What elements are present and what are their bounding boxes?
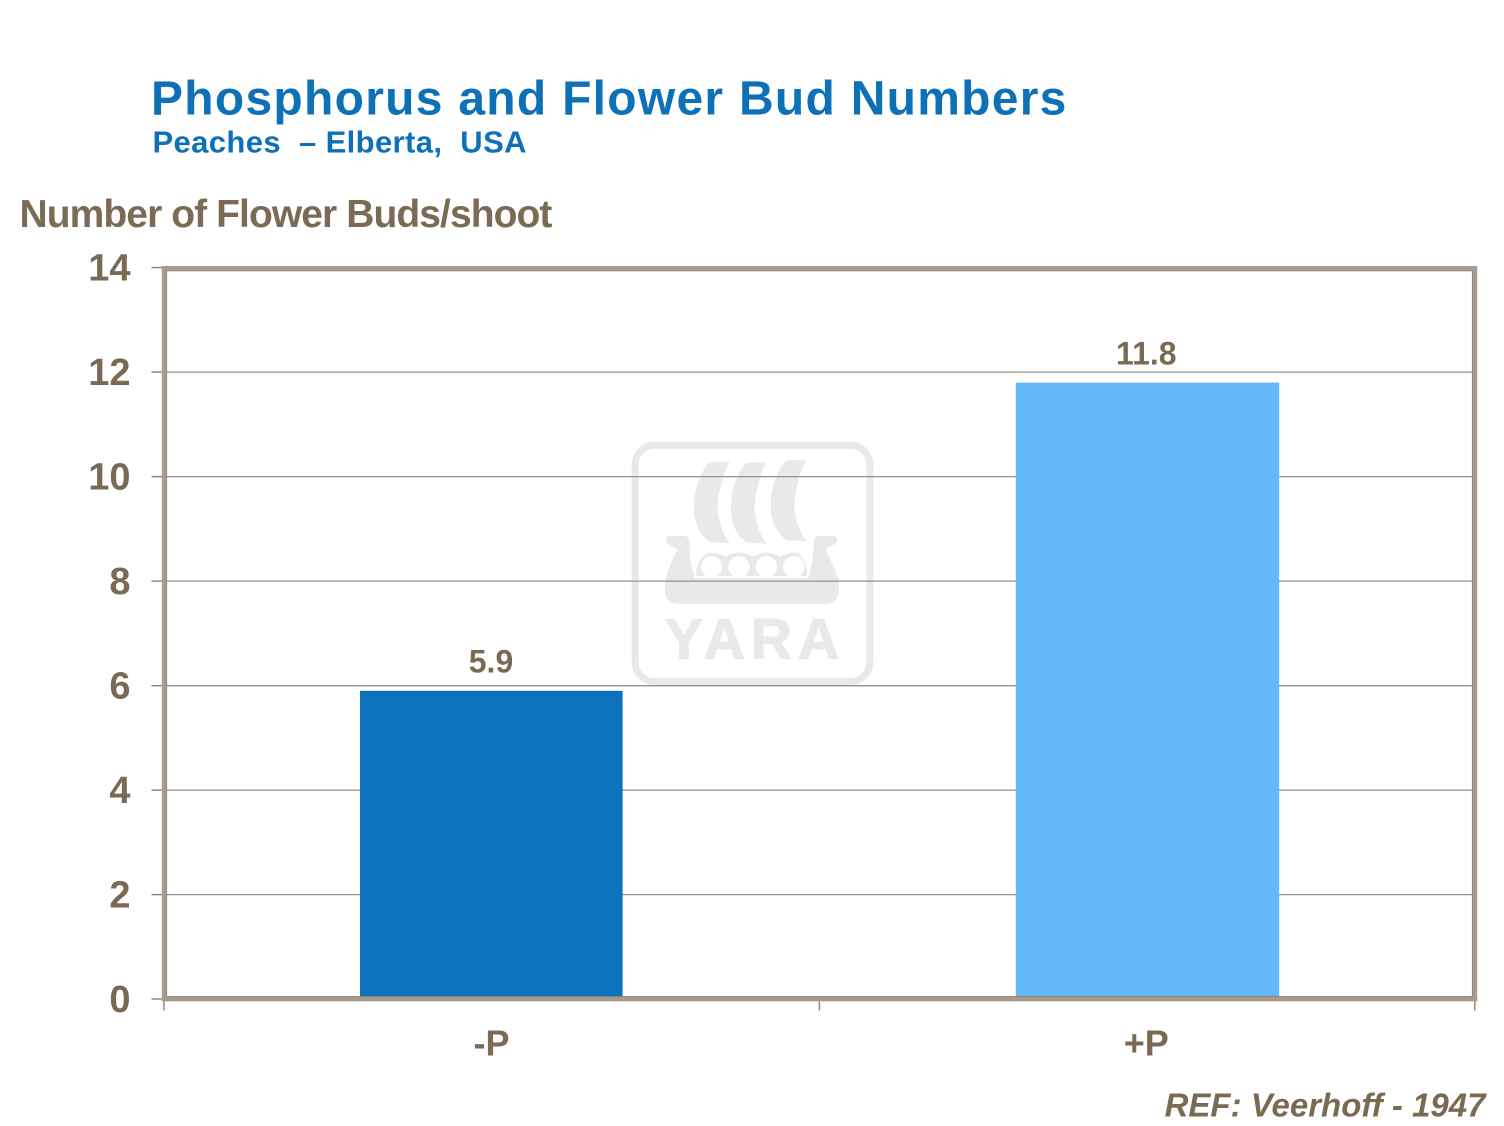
svg-text:Phosphorus and Flower Bud Numb: Phosphorus and Flower Bud Numbers: [151, 72, 1068, 125]
svg-text:2: 2: [109, 875, 130, 917]
svg-text:11.8: 11.8: [1116, 336, 1177, 372]
svg-text:0: 0: [109, 979, 130, 1021]
svg-text:Peaches – Elberta, USA: Peaches – Elberta, USA: [153, 125, 527, 160]
svg-text:-P: -P: [474, 1023, 510, 1064]
svg-text:10: 10: [88, 457, 130, 499]
svg-text:12: 12: [88, 352, 130, 394]
svg-text:YARA: YARA: [665, 607, 845, 671]
svg-text:+P: +P: [1124, 1023, 1169, 1064]
svg-text:14: 14: [88, 248, 130, 290]
svg-text:Number of Flower Buds/shoot: Number of Flower Buds/shoot: [20, 193, 553, 236]
svg-text:8: 8: [109, 561, 130, 603]
svg-text:6: 6: [109, 666, 130, 708]
svg-text:5.9: 5.9: [469, 644, 513, 680]
svg-text:4: 4: [109, 770, 130, 812]
svg-text:REF: Veerhoff - 1947: REF: Veerhoff - 1947: [1165, 1086, 1488, 1123]
